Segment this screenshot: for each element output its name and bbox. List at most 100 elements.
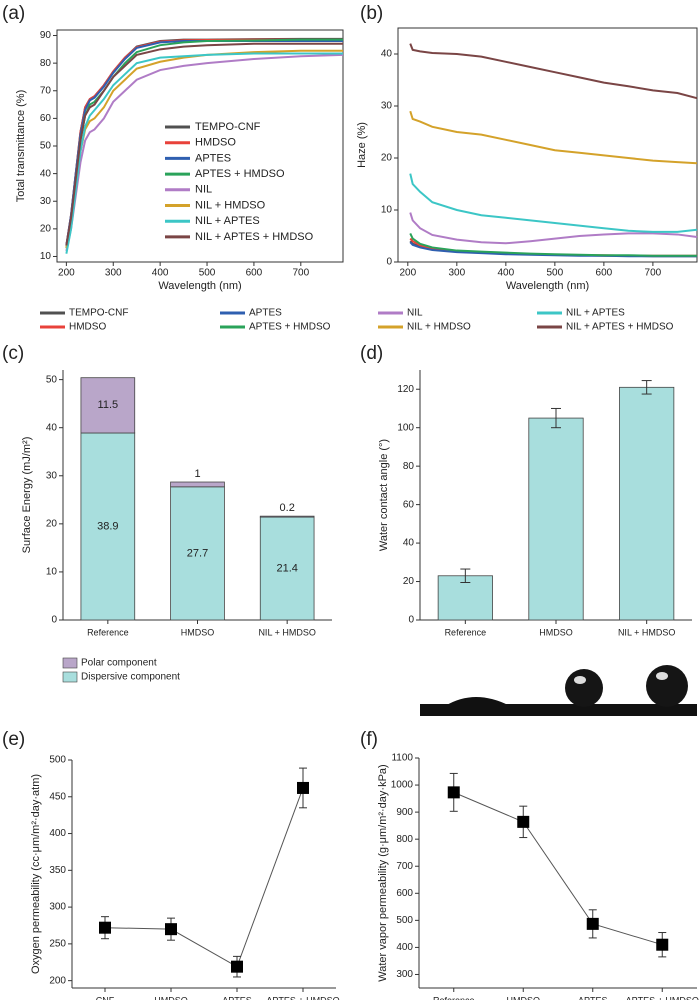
x-tick-label: 200: [58, 268, 75, 279]
y-tick-label: 300: [49, 902, 66, 913]
y-tick-label: 0: [51, 615, 57, 626]
panel-label: (d): [360, 343, 383, 364]
y-tick-label: 800: [396, 834, 413, 845]
data-label: 0.2: [280, 502, 295, 514]
x-tick-label: NIL + HMDSO: [618, 627, 675, 637]
legend-label: HMDSO: [69, 322, 106, 333]
y-tick-label: 40: [40, 168, 52, 179]
y-tick-label: 50: [40, 141, 52, 152]
x-tick-label: APTES: [222, 995, 252, 1000]
legend-label: TEMPO-CNF: [69, 308, 128, 319]
x-tick-label: 600: [596, 268, 613, 279]
y-tick-label: 40: [403, 538, 415, 549]
bar-segment: [259, 516, 315, 621]
y-axis-label: Surface Energy (mJ/m²): [21, 437, 33, 554]
data-label: 21.4: [276, 562, 297, 574]
y-tick-label: 1000: [391, 780, 414, 791]
series-line: [65, 52, 343, 254]
panel: (e) 200 250 300 350 400 450 500 CNF HMDSO APTES APT…: [2, 729, 340, 1000]
series-line: [409, 110, 698, 165]
error-bar: [641, 380, 652, 395]
bar: [619, 386, 675, 621]
legend-label: NIL + APTES + HMDSO: [195, 231, 314, 243]
marker: [447, 786, 460, 799]
legend-label: Polar component: [81, 658, 157, 669]
series-line: [409, 43, 698, 100]
y-tick-label: 300: [396, 969, 413, 980]
data-label: 1: [194, 468, 200, 480]
x-tick-label: APTES + HMDSO: [626, 995, 699, 1000]
marker: [517, 815, 530, 828]
y-tick-label: 500: [49, 755, 66, 766]
panel: (d) 0 20 40 60 80 100 120 Reference HMDSO NIL + HM…: [360, 343, 692, 637]
y-tick-label: 450: [49, 791, 66, 802]
panel-label: (e): [2, 729, 25, 750]
y-tick-label: 0: [386, 257, 392, 268]
error-bar: [551, 407, 561, 429]
x-tick-label: 700: [292, 268, 309, 279]
x-tick-label: 500: [547, 268, 564, 279]
bar: [437, 575, 493, 621]
x-tick-label: HMDSO: [154, 995, 188, 1000]
series-line: [104, 787, 304, 968]
y-axis-label: Total transmittance (%): [15, 90, 27, 202]
marker: [99, 921, 111, 934]
droplet-hmdso: [565, 669, 603, 707]
x-tick-label: CNF: [96, 995, 115, 1000]
y-tick-label: 70: [40, 85, 52, 96]
x-tick-label: 400: [152, 268, 169, 279]
x-tick-label: NIL + HMDSO: [258, 627, 315, 637]
y-tick-label: 100: [397, 422, 414, 433]
legend-label: Dispersive component: [81, 672, 180, 683]
x-tick-label: 200: [399, 268, 416, 279]
bar-segment: [80, 432, 136, 621]
legend-label: NIL + APTES: [195, 215, 260, 227]
legend-label: NIL + APTES: [566, 308, 625, 319]
y-tick-label: 10: [40, 251, 52, 262]
plot-frame: [397, 27, 698, 263]
y-axis-label: Water vapor permeability (g·μm/m²·day·kP…: [377, 764, 389, 981]
y-tick-label: 900: [396, 807, 413, 818]
x-tick-label: 500: [199, 268, 216, 279]
droplet-highlight: [656, 672, 668, 680]
panel: (b) 0 10 20 30 40 200 300 400 500 600 700 Wavelength…: [40, 3, 698, 333]
x-tick-label: 400: [497, 268, 514, 279]
x-tick-label: Reference: [445, 627, 487, 637]
y-tick-label: 20: [46, 518, 58, 529]
legend-label: NIL + APTES + HMDSO: [566, 322, 674, 333]
x-tick-label: HMDSO: [507, 995, 541, 1000]
marker: [656, 938, 669, 951]
y-tick-label: 400: [396, 942, 413, 953]
y-tick-label: 40: [381, 49, 393, 60]
y-tick-label: 30: [40, 196, 52, 207]
x-tick-label: Reference: [87, 627, 129, 637]
legend-label: NIL: [407, 308, 423, 319]
bar-segment: [170, 486, 225, 621]
marker: [165, 923, 177, 936]
x-tick-label: HMDSO: [181, 627, 215, 637]
y-tick-label: 80: [40, 58, 52, 69]
x-tick-label: 300: [105, 268, 122, 279]
bar-segment: [259, 515, 315, 518]
x-tick-label: HMDSO: [539, 627, 573, 637]
y-tick-label: 200: [49, 975, 66, 986]
y-axis-label: Oxygen permeability (cc·μm/m²·day·atm): [30, 774, 42, 974]
marker: [586, 917, 599, 930]
bar: [528, 417, 584, 621]
y-tick-label: 50: [46, 374, 58, 385]
x-axis-label: Wavelength (nm): [158, 280, 241, 292]
x-tick-label: 700: [645, 268, 662, 279]
series-line: [409, 232, 697, 257]
panel-label: (b): [360, 3, 383, 24]
error-bar: [460, 568, 471, 583]
legend-label: APTES: [195, 152, 231, 164]
y-tick-label: 500: [396, 915, 413, 926]
legend-label: HMDSO: [195, 137, 236, 149]
data-label: 38.9: [97, 520, 118, 532]
y-tick-label: 120: [397, 384, 414, 395]
series-line: [65, 53, 344, 252]
bar-segment: [80, 377, 136, 434]
bar-segment: [170, 481, 225, 488]
x-tick-label: APTES: [578, 995, 608, 1000]
